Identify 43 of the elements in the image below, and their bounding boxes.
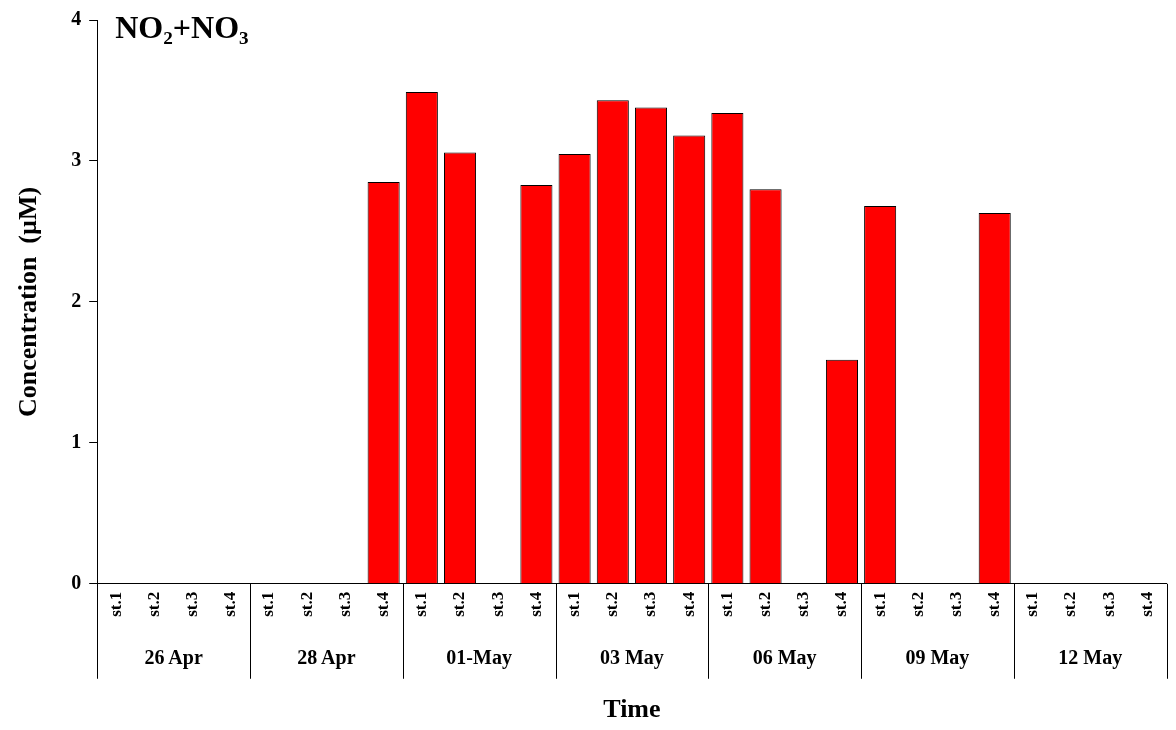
text: 12 May xyxy=(1058,645,1123,669)
x-tick-label: st.2 xyxy=(754,591,774,617)
y-tick-label: 3 xyxy=(71,148,82,171)
x-tick-label: st.4 xyxy=(525,591,545,617)
chart-title: NO₂+NO₃ xyxy=(115,9,249,46)
x-tick-label: st.3 xyxy=(945,591,965,617)
x-tick-label: st.4 xyxy=(831,591,851,617)
x-axis-title: Time xyxy=(603,694,661,724)
text: 09 May xyxy=(905,645,970,669)
text: 01-May xyxy=(446,645,512,669)
x-tick-label: st.2 xyxy=(296,591,316,617)
x-tick-label: st.2 xyxy=(143,591,163,617)
text: 06 May xyxy=(752,645,817,669)
x-tick-label: st.4 xyxy=(220,591,240,617)
x-tick-label: st.4 xyxy=(984,591,1004,617)
x-tick-label: st.1 xyxy=(716,591,736,617)
x-tick-label: st.3 xyxy=(640,591,660,617)
x-tick-label: st.2 xyxy=(1060,591,1080,617)
x-tick-label: st.1 xyxy=(564,591,583,617)
x-tick-label: st.2 xyxy=(449,591,469,617)
x-tick-label: st.3 xyxy=(793,591,813,617)
text: 03 May xyxy=(599,645,664,669)
x-tick-label: st.1 xyxy=(869,591,889,617)
y-axis-title: Concentration (µM) xyxy=(13,186,43,417)
x-tick-label: st.4 xyxy=(373,591,393,617)
x-tick-label: st.3 xyxy=(182,591,202,617)
x-tick-label: st.1 xyxy=(411,591,431,617)
y-tick-label: 2 xyxy=(71,289,82,312)
y-tick-label: 0 xyxy=(71,570,82,593)
y-tick-label: 4 xyxy=(71,7,82,30)
x-tick-label: st.1 xyxy=(105,591,125,617)
x-tick-label: st.1 xyxy=(258,591,278,617)
text: 28 Apr xyxy=(297,645,356,669)
x-tick-label: st.3 xyxy=(1098,591,1118,617)
x-tick-label: st.4 xyxy=(1136,591,1156,617)
text: 26 Apr xyxy=(144,645,203,669)
x-tick-label: st.2 xyxy=(602,591,622,617)
y-tick-label: 1 xyxy=(71,430,82,452)
x-tick-label: st.1 xyxy=(1022,591,1042,617)
x-tick-label: st.3 xyxy=(334,591,354,617)
x-tick-label: st.2 xyxy=(907,591,927,617)
x-tick-label: st.3 xyxy=(487,591,507,617)
x-tick-label: st.4 xyxy=(678,591,698,617)
